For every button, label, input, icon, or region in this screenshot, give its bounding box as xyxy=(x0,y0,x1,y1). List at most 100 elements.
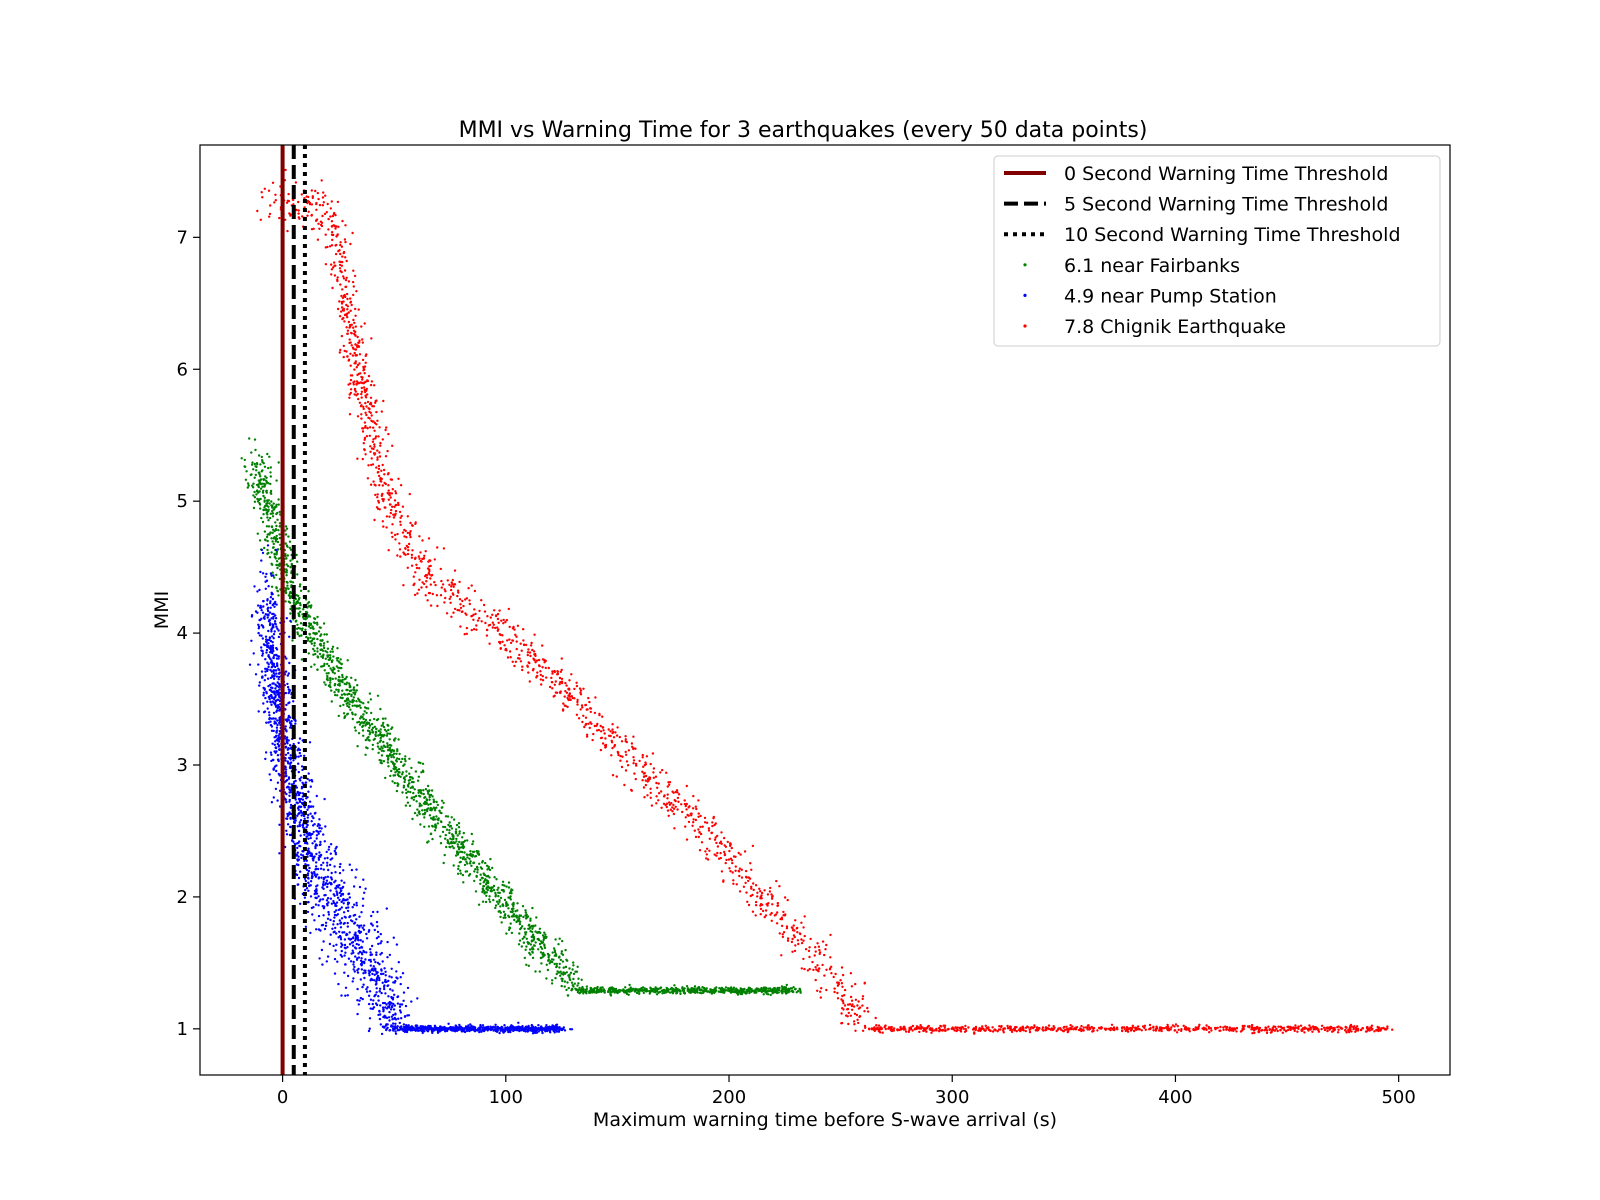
data-point xyxy=(341,673,344,677)
data-point xyxy=(289,766,292,770)
data-point xyxy=(336,659,339,662)
data-point xyxy=(275,560,279,563)
data-point xyxy=(501,883,504,887)
data-point xyxy=(318,900,321,903)
data-point xyxy=(551,687,554,690)
data-point xyxy=(367,722,371,725)
data-point xyxy=(363,710,366,713)
data-point xyxy=(258,634,262,637)
data-point xyxy=(573,982,576,985)
data-point xyxy=(699,825,702,829)
data-point xyxy=(456,834,459,837)
data-point xyxy=(427,840,430,843)
data-point xyxy=(285,557,288,560)
data-point xyxy=(501,880,505,883)
data-point xyxy=(369,998,373,1001)
data-point xyxy=(519,1028,522,1032)
data-point xyxy=(382,721,385,725)
data-point xyxy=(288,782,291,785)
data-point xyxy=(440,799,444,802)
data-point xyxy=(518,915,521,918)
data-point xyxy=(386,758,390,761)
data-point xyxy=(266,516,269,519)
data-point xyxy=(396,773,400,776)
data-point xyxy=(555,962,558,966)
data-point xyxy=(362,972,365,975)
data-point xyxy=(419,804,422,807)
data-point xyxy=(350,694,353,698)
data-point xyxy=(466,1025,469,1029)
data-point xyxy=(270,759,273,763)
data-point xyxy=(333,667,336,671)
series-0 xyxy=(240,437,802,997)
data-point xyxy=(360,968,364,971)
data-point xyxy=(675,991,678,995)
data-point xyxy=(376,961,380,965)
data-point xyxy=(394,771,397,774)
data-point xyxy=(316,615,319,619)
data-point xyxy=(357,939,360,942)
data-point xyxy=(334,853,338,856)
data-point xyxy=(432,806,435,809)
data-point xyxy=(273,692,276,695)
data-point xyxy=(357,697,360,700)
data-point xyxy=(251,461,254,464)
data-point xyxy=(378,990,381,993)
data-point xyxy=(328,881,331,884)
data-point xyxy=(534,970,537,973)
data-point xyxy=(258,618,261,622)
data-point xyxy=(294,722,297,725)
data-point xyxy=(392,1029,395,1032)
data-point xyxy=(398,510,402,514)
data-point xyxy=(568,967,571,970)
data-point xyxy=(268,502,271,505)
data-point xyxy=(628,990,631,993)
data-point xyxy=(510,907,514,911)
data-point xyxy=(778,986,781,990)
data-point xyxy=(269,606,272,609)
data-point xyxy=(272,729,275,733)
data-point xyxy=(378,758,381,762)
data-point xyxy=(406,986,410,990)
data-point xyxy=(497,902,500,906)
data-point xyxy=(694,805,697,808)
data-point xyxy=(391,754,394,757)
data-point xyxy=(399,976,402,979)
data-point xyxy=(326,875,330,878)
data-point xyxy=(545,1028,548,1031)
data-point xyxy=(261,654,264,657)
data-point xyxy=(501,903,504,907)
data-point xyxy=(573,687,576,691)
data-point xyxy=(538,942,542,946)
data-point xyxy=(346,659,349,662)
data-point xyxy=(286,584,289,587)
data-point xyxy=(457,1028,461,1031)
data-point xyxy=(449,824,453,828)
data-point xyxy=(360,945,363,949)
data-point xyxy=(255,489,259,492)
data-point xyxy=(451,835,454,838)
data-point xyxy=(319,867,323,870)
data-point xyxy=(507,886,511,889)
data-point xyxy=(521,905,525,908)
data-point xyxy=(401,773,404,776)
data-point xyxy=(515,1028,518,1031)
data-point xyxy=(572,977,575,981)
data-point xyxy=(550,958,554,961)
data-point xyxy=(565,971,568,974)
data-point xyxy=(611,723,614,726)
data-point xyxy=(856,1018,859,1021)
data-point xyxy=(347,906,350,909)
data-point xyxy=(300,814,303,817)
data-point xyxy=(299,809,303,813)
data-point xyxy=(610,987,613,990)
data-point xyxy=(700,841,704,844)
data-point xyxy=(347,699,350,702)
data-point xyxy=(507,907,510,910)
data-point xyxy=(272,617,275,620)
data-point xyxy=(324,825,327,828)
data-point xyxy=(483,610,487,613)
data-point xyxy=(396,768,399,772)
data-point xyxy=(316,668,319,671)
data-point xyxy=(277,498,280,501)
